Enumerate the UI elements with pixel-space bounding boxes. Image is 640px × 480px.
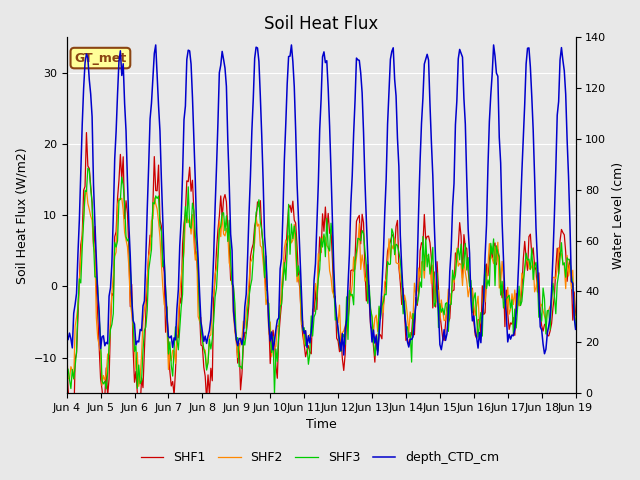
Line: SHF3: SHF3 <box>67 168 575 394</box>
Text: GT_met: GT_met <box>74 51 127 65</box>
Y-axis label: Soil Heat Flux (W/m2): Soil Heat Flux (W/m2) <box>15 147 28 284</box>
Line: depth_CTD_cm: depth_CTD_cm <box>67 45 575 355</box>
X-axis label: Time: Time <box>306 419 337 432</box>
Y-axis label: Water Level (cm): Water Level (cm) <box>612 162 625 269</box>
Legend: SHF1, SHF2, SHF3, depth_CTD_cm: SHF1, SHF2, SHF3, depth_CTD_cm <box>136 446 504 469</box>
Title: Soil Heat Flux: Soil Heat Flux <box>264 15 378 33</box>
Line: SHF1: SHF1 <box>67 132 575 427</box>
Line: SHF2: SHF2 <box>67 189 575 386</box>
